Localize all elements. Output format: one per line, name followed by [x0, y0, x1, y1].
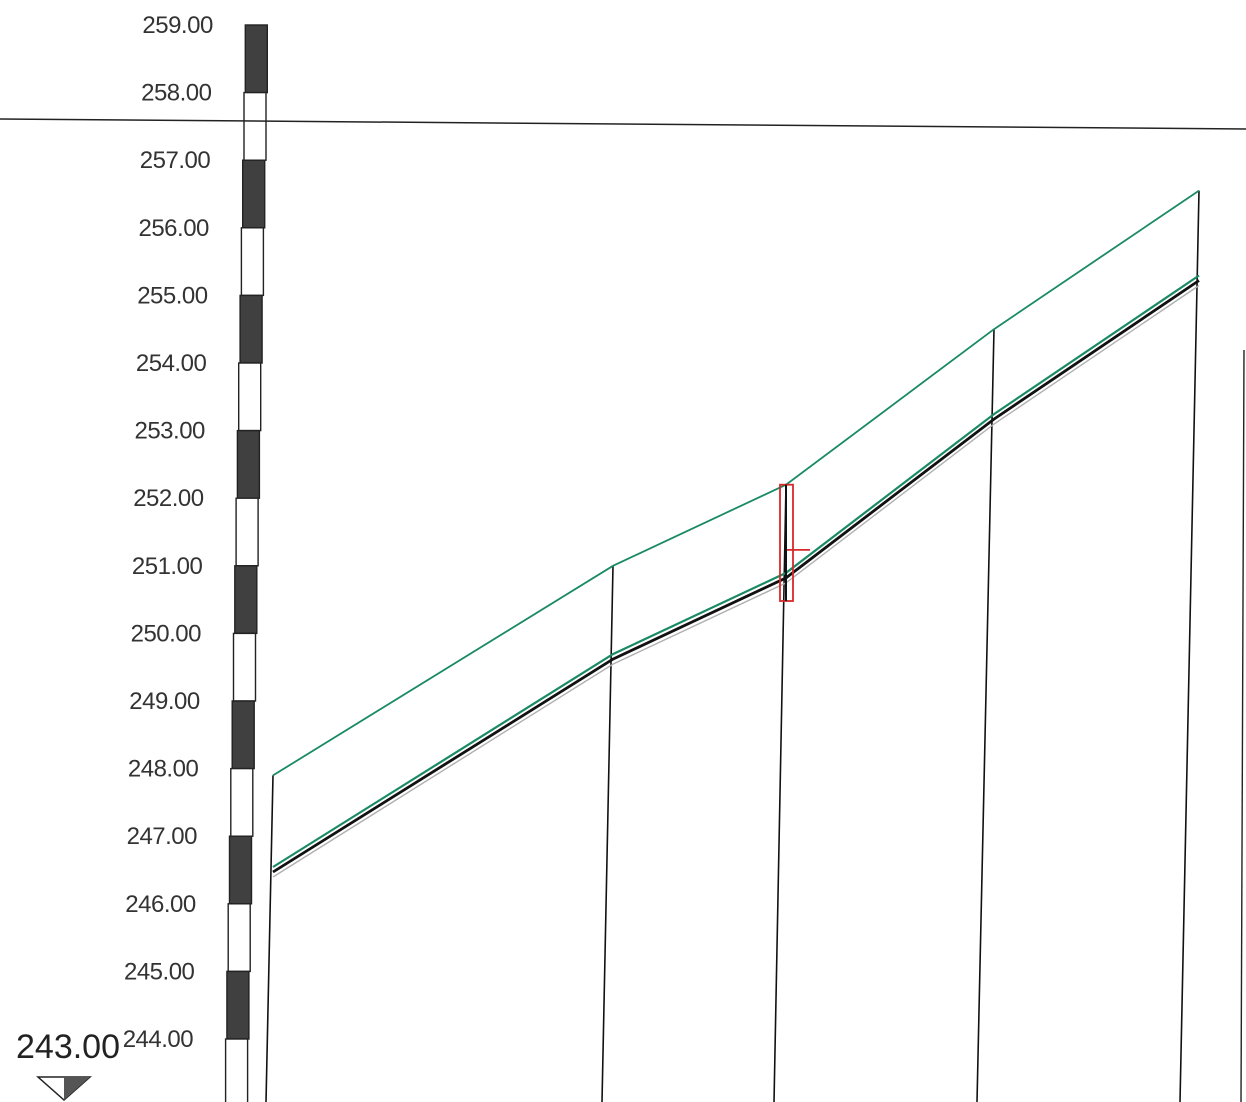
- station-line: [773, 484, 787, 1102]
- pipe-top-line: [272, 274, 1200, 868]
- station-line: [976, 329, 995, 1102]
- profile-lines: [272, 189, 1200, 878]
- elevation-label: 248.00: [128, 756, 199, 783]
- scale-segment: [244, 24, 269, 94]
- scale-segment: [230, 767, 254, 837]
- elevation-label: 250.00: [131, 620, 202, 647]
- elevation-label: 245.00: [124, 958, 195, 985]
- elevation-label: 252.00: [133, 485, 204, 512]
- datum-triangle-icon: [36, 1076, 92, 1102]
- sheet-border: [1240, 349, 1245, 1102]
- elevation-label: 251.00: [132, 553, 203, 580]
- elevation-label: 259.00: [142, 12, 213, 39]
- elevation-label: 256.00: [138, 215, 209, 242]
- elevation-label: 244.00: [123, 1026, 194, 1053]
- station-line: [265, 775, 274, 1102]
- station-line: [601, 565, 614, 1102]
- scale-segment: [228, 835, 253, 905]
- reference-line: [0, 118, 1246, 130]
- elevation-label: 249.00: [129, 688, 200, 715]
- scale-segment: [237, 362, 262, 432]
- ground-line: [272, 189, 1200, 777]
- elevation-label: 258.00: [141, 80, 212, 107]
- elevation-label: 254.00: [136, 350, 207, 377]
- scale-segment: [243, 91, 267, 161]
- scale-segment: [231, 700, 255, 770]
- elevation-label: 247.00: [127, 823, 198, 850]
- station-lines: [265, 190, 1245, 1102]
- scale-segment: [226, 970, 250, 1040]
- scale-segment: [227, 903, 251, 973]
- elevation-labels: 259.00 258.00 257.00 256.00 255.00 254.00 253.…: [123, 12, 214, 1053]
- scale-segment: [232, 632, 257, 702]
- elevation-scale: [224, 24, 269, 1102]
- datum-label: 243.00: [16, 1028, 120, 1066]
- scale-segment: [239, 294, 263, 364]
- station-line: [1179, 190, 1200, 1102]
- elevation-label: 255.00: [137, 282, 208, 309]
- elevation-label: 253.00: [134, 418, 205, 445]
- scale-segment: [240, 227, 265, 297]
- scale-segment: [241, 159, 266, 229]
- scale-segment: [235, 497, 259, 567]
- scale-segment: [234, 565, 258, 635]
- scale-segment: [236, 429, 261, 499]
- structure-marker: [779, 483, 810, 602]
- elevation-label: 246.00: [125, 891, 196, 918]
- elevation-label: 257.00: [140, 147, 211, 174]
- scale-segment: [224, 1038, 249, 1102]
